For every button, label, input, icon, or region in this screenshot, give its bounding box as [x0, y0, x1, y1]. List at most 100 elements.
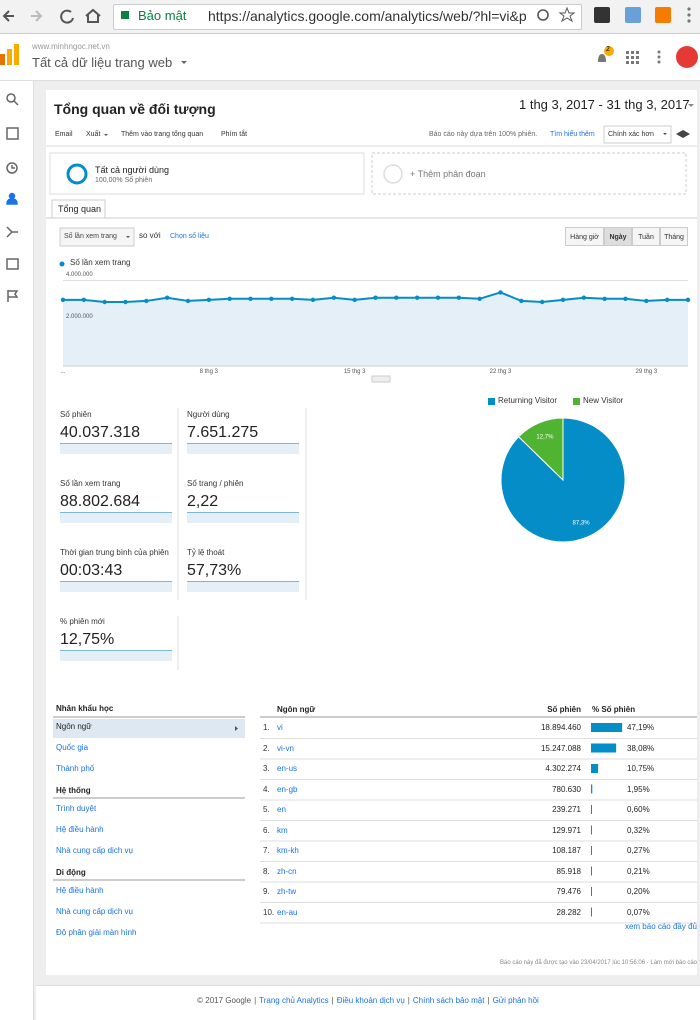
sparkline	[60, 443, 172, 454]
row-language[interactable]: en-gb	[277, 784, 298, 794]
apps-icon[interactable]	[626, 51, 639, 64]
segment-card[interactable]	[49, 152, 365, 195]
nav-link[interactable]: Quốc gia	[56, 743, 89, 752]
choose-metric[interactable]: Chọn số liệu	[170, 233, 209, 240]
x-tick-label: 8 thg 3	[199, 369, 218, 375]
share-bar	[591, 764, 599, 773]
share-bar	[591, 907, 592, 917]
nav-icons[interactable]	[2, 8, 101, 24]
segment-ring	[66, 163, 88, 185]
bell-icon[interactable]	[598, 54, 606, 62]
nav-link[interactable]: Độ phân giải màn hình	[56, 928, 137, 937]
share-bar	[591, 743, 617, 753]
export-caret[interactable]	[104, 134, 108, 136]
legend-label[interactable]: Returning Visitor	[498, 396, 557, 405]
row-rank: 2.	[263, 743, 270, 753]
url[interactable]: https://analytics.google.com/analytics/w…	[208, 8, 527, 24]
column-header: Ngôn ngữ	[277, 705, 316, 714]
metric-select[interactable]	[59, 227, 135, 247]
add-segment-card[interactable]	[371, 152, 687, 195]
analytics-logo[interactable]	[0, 44, 19, 65]
row-rank: 7.	[263, 846, 270, 855]
more-icon[interactable]	[657, 50, 661, 64]
menu-icon[interactable]	[687, 7, 691, 23]
x-tick-label: 22 thg 3	[489, 369, 512, 375]
nav-link[interactable]: Hệ điều hành	[56, 825, 104, 834]
metric-value: 2,22	[187, 493, 219, 510]
point	[310, 297, 316, 303]
footer-link[interactable]: Chính sách bảo mật	[412, 996, 485, 1005]
row-language[interactable]: zh-tw	[277, 887, 297, 896]
footer-link[interactable]: Gửi phản hồi	[492, 996, 539, 1005]
metric-label: Số trang / phiên	[187, 479, 244, 488]
point	[623, 296, 628, 301]
row-sessions: 239.271	[552, 805, 581, 814]
nav-link[interactable]: Trình duyệt	[56, 804, 97, 813]
row-language[interactable]: km	[277, 825, 288, 835]
toolbar-button[interactable]: Email	[55, 131, 73, 138]
nav-link[interactable]: Hệ điều hành	[56, 886, 104, 895]
x-tick-label: 15 thg 3	[343, 369, 366, 375]
selected-row[interactable]	[53, 719, 245, 738]
row-language[interactable]: en-us	[277, 764, 298, 773]
point	[185, 298, 191, 304]
row-language[interactable]: km-kh	[277, 846, 299, 855]
granularity-button[interactable]: Hàng giờ	[565, 227, 604, 246]
row-language[interactable]: vi	[277, 723, 283, 732]
row-language[interactable]: en-au	[277, 907, 298, 917]
metric-value: 88.802.684	[60, 493, 141, 510]
nav-link[interactable]: Nhà cung cấp dịch vụ	[56, 846, 133, 855]
footer-link[interactable]: Trang chủ Analytics	[259, 996, 329, 1005]
chart-handle[interactable]	[371, 375, 391, 383]
property-caret[interactable]	[181, 61, 187, 64]
omnibox[interactable]	[113, 4, 582, 30]
tab-label[interactable]: Tổng quan	[58, 204, 102, 214]
row-language[interactable]: en	[277, 805, 286, 814]
toolbar-button[interactable]: Phím tắt	[221, 131, 248, 138]
extension-icon[interactable]	[594, 7, 610, 23]
y-tick-label: 2.000.000	[66, 314, 93, 321]
security-label: Bảo mật	[138, 8, 187, 23]
toolbar-button[interactable]: Thêm vào trang tổng quan	[121, 131, 204, 138]
granularity-button[interactable]: Tháng	[660, 227, 688, 246]
metric-label: % phiên mới	[60, 617, 105, 626]
tab[interactable]	[51, 199, 106, 219]
granularity-button[interactable]: Ngày	[604, 227, 632, 246]
row-sessions: 15.247.088	[540, 743, 581, 753]
sidebar-icons[interactable]	[6, 93, 19, 302]
row-share: 10,75%	[627, 764, 655, 773]
toolbar-button[interactable]: Xuất	[86, 131, 101, 138]
learn-more-link[interactable]: Tìm hiểu thêm	[550, 131, 595, 138]
row-language[interactable]: zh-cn	[277, 866, 297, 876]
precision-select[interactable]	[603, 125, 672, 144]
add-segment[interactable]: + Thêm phân đoạn	[410, 169, 486, 179]
row-language[interactable]: vi-vn	[277, 743, 294, 753]
point	[560, 297, 566, 303]
avatar[interactable]	[676, 46, 698, 68]
date-range[interactable]: 1 thg 3, 2017 - 31 thg 3, 2017	[519, 97, 690, 112]
row-share: 0,32%	[627, 825, 650, 835]
nav-link[interactable]: Ngôn ngữ	[56, 722, 92, 731]
date-caret[interactable]	[688, 104, 694, 107]
metric-value: 00:03:43	[60, 562, 123, 579]
sparkline	[187, 581, 299, 592]
nav-link[interactable]: Nhà cung cấp dịch vụ	[56, 907, 133, 916]
app-header	[0, 34, 700, 81]
row-rank: 3.	[263, 764, 270, 773]
help-icon[interactable]	[676, 130, 690, 138]
zoom-icon[interactable]	[537, 9, 549, 21]
row-sessions: 79.476	[556, 887, 581, 896]
granularity-button[interactable]: Tuần	[632, 227, 660, 246]
row-share: 0,60%	[627, 805, 650, 814]
metric-select-label[interactable]: Số lần xem trang	[64, 233, 117, 240]
star-icon[interactable]	[558, 6, 576, 23]
nav-link[interactable]: Thành phố	[56, 764, 95, 773]
property-name[interactable]: Tất cả dữ liệu trang web	[32, 55, 173, 70]
extension-icon[interactable]	[655, 7, 671, 23]
row-share: 0,21%	[627, 866, 650, 876]
full-report-link[interactable]: xem báo cáo đầy đủ	[624, 922, 697, 931]
extension-icon[interactable]	[625, 7, 641, 23]
slice-label: 87,3%	[573, 520, 591, 526]
legend-label[interactable]: New Visitor	[583, 396, 624, 405]
footer-link[interactable]: Điều khoản dịch vụ	[336, 996, 405, 1005]
